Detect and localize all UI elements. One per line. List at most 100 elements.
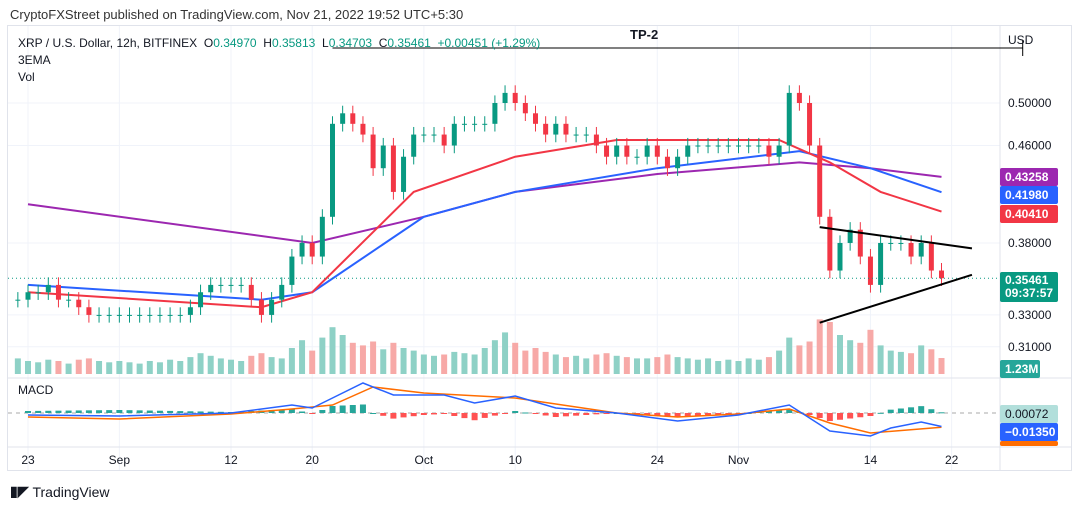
volume-bar (603, 353, 610, 374)
candle (421, 134, 427, 136)
macd-histogram-bar (654, 413, 661, 416)
volume-bar (634, 358, 640, 374)
macd-histogram-bar (65, 410, 72, 413)
volume-bar (14, 358, 21, 374)
volume-bar (481, 348, 488, 374)
candle (401, 156, 407, 192)
candle (908, 242, 914, 257)
macd-histogram-bar (562, 413, 569, 417)
volume-bar (400, 348, 407, 374)
volume-bar (420, 354, 427, 374)
macd-histogram-bar (146, 410, 153, 413)
macd-histogram-bar (552, 413, 559, 417)
volume-bar (684, 358, 691, 374)
volume-bar (857, 342, 864, 374)
candle (370, 134, 376, 169)
volume-bar (431, 355, 437, 374)
time-tick: Nov (728, 453, 749, 467)
macd-histogram-bar (542, 413, 549, 416)
macd-histogram-bar (420, 413, 427, 415)
candle (248, 284, 254, 300)
candle (350, 113, 356, 124)
volume-bar (755, 359, 762, 374)
bar-countdown: 09:37:57 (1005, 286, 1054, 300)
volume-bar (623, 357, 630, 374)
volume-bar (238, 361, 245, 374)
volume-bar (847, 340, 854, 374)
volume-bar (573, 355, 580, 374)
candle (898, 242, 904, 244)
volume-legend[interactable]: Vol (18, 70, 35, 84)
volume-bar (654, 357, 661, 374)
volume-bar (461, 353, 468, 374)
candle (472, 123, 478, 125)
volume-bar (217, 358, 224, 374)
macd-histogram-bar (512, 411, 519, 413)
volume-bar (309, 350, 316, 374)
candle (867, 256, 873, 285)
volume-bar (329, 327, 336, 374)
macd-histogram-bar (684, 413, 691, 417)
macd-histogram-bar (309, 413, 316, 414)
volume-bar (522, 350, 529, 374)
volume-bar (45, 359, 52, 374)
volume-bar (532, 348, 539, 374)
last-price: 0.35461 (1005, 273, 1049, 287)
candle (492, 103, 498, 124)
macd-histogram-bar (370, 413, 377, 414)
volume-bar (177, 361, 184, 374)
candle (583, 134, 589, 136)
volume-bar (167, 359, 174, 374)
volume-bar (370, 341, 377, 374)
macd-histogram-bar (116, 410, 123, 413)
macd-histogram-bar (786, 409, 793, 413)
macd-histogram-bar (918, 406, 925, 413)
time-tick: 22 (945, 453, 959, 467)
candle (289, 256, 295, 285)
macd-histogram-bar (532, 413, 539, 414)
signal-line (27, 386, 942, 434)
time-tick: 24 (651, 453, 665, 467)
volume-bar (786, 337, 793, 374)
high-label: H (263, 36, 272, 50)
candle (411, 134, 417, 157)
macd-histogram-bar (288, 409, 295, 413)
volume-bar (613, 355, 620, 374)
candle (634, 156, 640, 158)
candle (675, 156, 681, 169)
candle (340, 113, 346, 124)
volume-bar (471, 354, 478, 374)
volume-bar (248, 355, 255, 374)
volume-bar (380, 349, 387, 374)
price-tag: 0.35461 09:37:57 (1000, 272, 1058, 302)
candle (461, 123, 467, 125)
candle (55, 284, 61, 300)
candle (15, 299, 21, 301)
macd-histogram-bar (887, 409, 894, 413)
candle (756, 145, 762, 147)
macd-histogram-bar (187, 411, 194, 413)
macd-histogram-bar (908, 407, 915, 413)
ema-legend[interactable]: 3EMA (18, 53, 51, 67)
volume-bar (359, 345, 366, 374)
volume-bar (776, 350, 783, 374)
volume-bar (410, 350, 417, 374)
macd-histogram-bar (390, 413, 397, 419)
macd-line (27, 382, 942, 437)
time-tick: 12 (224, 453, 238, 467)
volume-bar (897, 351, 904, 374)
volume-bar (25, 361, 31, 374)
macd-histogram-bar (481, 413, 488, 418)
candle (512, 92, 518, 103)
macd-legend[interactable]: MACD (18, 383, 54, 397)
tradingview-logo[interactable]: ▮◤ TradingView (10, 483, 110, 500)
candle (654, 145, 660, 157)
currency-label[interactable]: USD (1008, 33, 1034, 47)
ema200-tag: 0.43258 (1000, 168, 1058, 186)
ema20-line (27, 139, 942, 309)
price-tick: 0.38000 (1008, 236, 1052, 250)
candle (715, 145, 721, 147)
macd-histogram-bar (75, 410, 82, 413)
candle (502, 92, 508, 103)
